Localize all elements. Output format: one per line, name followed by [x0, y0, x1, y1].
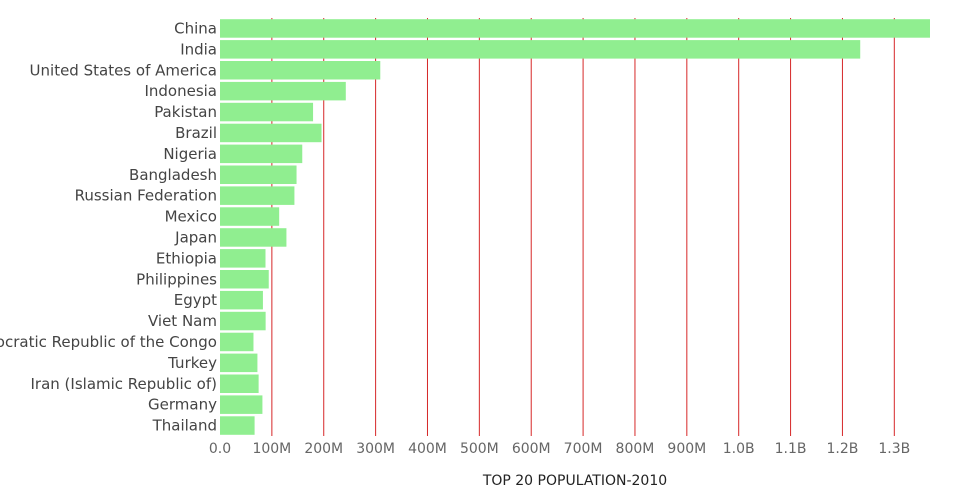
category-label: Democratic Republic of the Congo [0, 333, 217, 351]
category-label: Philippines [136, 270, 217, 288]
bar [220, 249, 266, 268]
x-tick-label: 100M [252, 441, 291, 457]
bar [220, 144, 303, 164]
bar [220, 207, 280, 226]
bar [220, 19, 930, 38]
category-label: Ethiopia [156, 249, 217, 267]
bar [220, 270, 269, 289]
category-label: Nigeria [163, 145, 217, 163]
bar [220, 102, 314, 122]
bars [220, 19, 930, 435]
x-tick-label: 800M [616, 441, 655, 457]
x-tick-label: 300M [356, 441, 395, 457]
category-label: China [174, 19, 217, 37]
bar [220, 81, 346, 101]
bar [220, 332, 254, 352]
x-tick-label: 700M [564, 441, 603, 457]
category-label: Pakistan [154, 103, 217, 121]
category-label: Bangladesh [129, 166, 217, 184]
bar [220, 311, 266, 331]
category-labels: China India United States of America Indone… [0, 19, 217, 434]
bar [220, 186, 295, 205]
bar [220, 123, 322, 143]
x-tick-label: 1.3B [878, 441, 910, 457]
category-label: United States of America [30, 61, 217, 79]
x-tick-label: 0.0 [209, 441, 231, 457]
category-label: Indonesia [144, 82, 217, 100]
category-label: Thailand [152, 417, 217, 435]
x-tick-label: 900M [667, 441, 706, 457]
bar [220, 374, 259, 393]
x-tick-label: 400M [408, 441, 447, 457]
x-tick-label: 500M [460, 441, 499, 457]
x-tick-label: 1.2B [827, 441, 859, 457]
bar [220, 353, 258, 373]
category-label: Russian Federation [75, 187, 217, 205]
x-tick-label: 200M [304, 441, 343, 457]
category-label: Germany [148, 396, 217, 414]
x-tick-label: 1.1B [775, 441, 807, 457]
bar [220, 290, 263, 310]
category-label: Iran (Islamic Republic of) [31, 375, 218, 393]
category-label: India [180, 40, 217, 58]
category-label: Turkey [167, 354, 217, 372]
bar [220, 416, 255, 435]
category-label: Viet Nam [148, 312, 217, 330]
x-tick-label: 1.0B [723, 441, 755, 457]
grid-lines [271, 18, 895, 436]
bar [220, 165, 297, 184]
category-label: Mexico [165, 208, 217, 226]
bar [220, 395, 263, 414]
x-axis-title: TOP 20 POPULATION-2010 [482, 473, 667, 489]
bar [220, 228, 287, 247]
bar [220, 61, 381, 80]
x-tick-label: 600M [512, 441, 551, 457]
bar [220, 40, 861, 59]
category-label: Egypt [174, 291, 217, 309]
x-tick-labels: 0.0 100M 200M 300M 400M 500M 600M 700M 800M 900M 1… [209, 441, 910, 457]
category-label: Japan [174, 228, 217, 246]
category-label: Brazil [175, 124, 217, 142]
